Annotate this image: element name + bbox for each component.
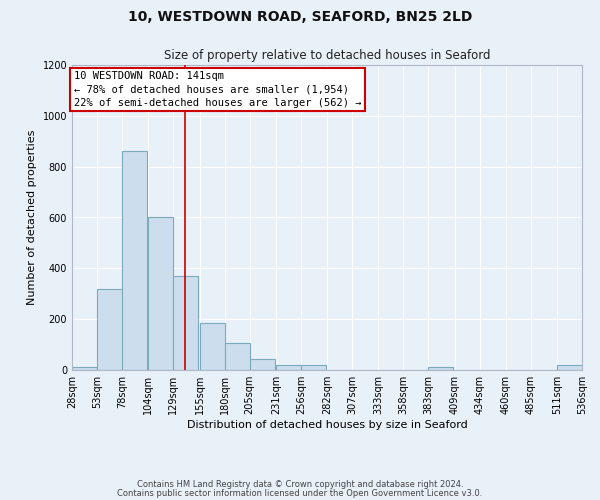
Bar <box>199 323 224 370</box>
Text: 10 WESTDOWN ROAD: 141sqm
← 78% of detached houses are smaller (1,954)
22% of sem: 10 WESTDOWN ROAD: 141sqm ← 78% of detach… <box>74 72 362 108</box>
Bar <box>428 368 454 370</box>
Text: Contains HM Land Registry data © Crown copyright and database right 2024.: Contains HM Land Registry data © Crown c… <box>137 480 463 489</box>
Bar <box>148 218 173 370</box>
Text: 10, WESTDOWN ROAD, SEAFORD, BN25 2LD: 10, WESTDOWN ROAD, SEAFORD, BN25 2LD <box>128 10 472 24</box>
Y-axis label: Number of detached properties: Number of detached properties <box>27 130 37 305</box>
X-axis label: Distribution of detached houses by size in Seaford: Distribution of detached houses by size … <box>187 420 467 430</box>
Bar <box>122 152 147 370</box>
Bar <box>301 365 326 370</box>
Bar <box>72 368 97 370</box>
Bar <box>224 344 250 370</box>
Bar <box>173 276 199 370</box>
Bar <box>97 288 122 370</box>
Bar <box>557 365 582 370</box>
Bar <box>250 358 275 370</box>
Bar <box>276 365 301 370</box>
Title: Size of property relative to detached houses in Seaford: Size of property relative to detached ho… <box>164 50 490 62</box>
Text: Contains public sector information licensed under the Open Government Licence v3: Contains public sector information licen… <box>118 489 482 498</box>
